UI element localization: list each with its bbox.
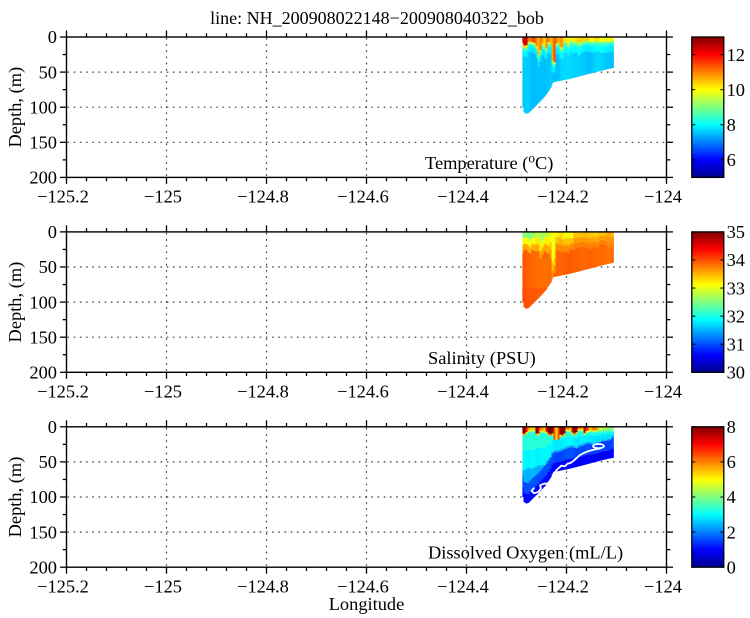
svg-text:−124.2: −124.2	[537, 577, 589, 597]
svg-text:Depth, (m): Depth, (m)	[5, 457, 26, 538]
svg-text:Temperature (oC): Temperature (oC)	[425, 151, 553, 174]
svg-text:100: 100	[29, 97, 57, 117]
svg-text:−124.4: −124.4	[437, 577, 489, 597]
svg-text:Dissolved Oxygen (mL/L): Dissolved Oxygen (mL/L)	[428, 543, 623, 564]
svg-text:−124: −124	[644, 187, 682, 207]
svg-text:100: 100	[29, 487, 57, 507]
svg-text:12: 12	[727, 45, 745, 65]
svg-text:−124.8: −124.8	[237, 382, 289, 402]
svg-text:−124.8: −124.8	[237, 187, 289, 207]
svg-text:Depth, (m): Depth, (m)	[5, 262, 26, 343]
svg-text:50: 50	[39, 452, 57, 472]
svg-text:−125.2: −125.2	[37, 187, 89, 207]
svg-text:0: 0	[48, 27, 57, 47]
svg-text:34: 34	[727, 250, 745, 270]
svg-text:50: 50	[39, 62, 57, 82]
svg-text:100: 100	[29, 292, 57, 312]
svg-text:−125.2: −125.2	[37, 382, 89, 402]
svg-text:6: 6	[727, 452, 736, 472]
svg-text:200: 200	[29, 363, 57, 383]
svg-text:200: 200	[29, 557, 57, 577]
svg-text:0: 0	[48, 417, 57, 437]
svg-text:−124.8: −124.8	[237, 577, 289, 597]
svg-text:−124.6: −124.6	[337, 187, 389, 207]
svg-text:8: 8	[727, 115, 736, 135]
svg-text:−125: −125	[144, 382, 182, 402]
svg-text:0: 0	[727, 557, 736, 577]
svg-text:−124: −124	[644, 577, 682, 597]
svg-text:Salinity (PSU): Salinity (PSU)	[428, 348, 536, 369]
svg-text:32: 32	[727, 306, 745, 326]
svg-text:200: 200	[29, 168, 57, 188]
svg-text:10: 10	[727, 80, 745, 100]
svg-text:−125: −125	[144, 187, 182, 207]
svg-text:8: 8	[727, 417, 736, 437]
svg-text:0: 0	[48, 222, 57, 242]
svg-text:−124.2: −124.2	[537, 187, 589, 207]
svg-text:150: 150	[29, 522, 57, 542]
svg-text:150: 150	[29, 327, 57, 347]
svg-text:line: NH_200908022148−20090804: line: NH_200908022148−200908040322_bob	[210, 8, 544, 28]
svg-text:150: 150	[29, 133, 57, 153]
svg-text:33: 33	[727, 278, 745, 298]
svg-text:Depth, (m): Depth, (m)	[5, 67, 26, 148]
svg-text:−124: −124	[644, 382, 682, 402]
svg-text:−124.2: −124.2	[537, 382, 589, 402]
svg-text:−125.2: −125.2	[37, 577, 89, 597]
svg-text:30: 30	[727, 363, 745, 383]
svg-text:−124.6: −124.6	[337, 382, 389, 402]
svg-text:−125: −125	[144, 577, 182, 597]
svg-text:−124.6: −124.6	[337, 577, 389, 597]
svg-text:50: 50	[39, 257, 57, 277]
svg-text:35: 35	[727, 222, 745, 242]
svg-text:−124.4: −124.4	[437, 187, 489, 207]
svg-text:31: 31	[727, 334, 745, 354]
svg-text:Longitude: Longitude	[329, 594, 405, 614]
svg-text:2: 2	[727, 522, 736, 542]
svg-text:6: 6	[727, 150, 736, 170]
svg-text:−124.4: −124.4	[437, 382, 489, 402]
svg-text:4: 4	[727, 487, 736, 507]
